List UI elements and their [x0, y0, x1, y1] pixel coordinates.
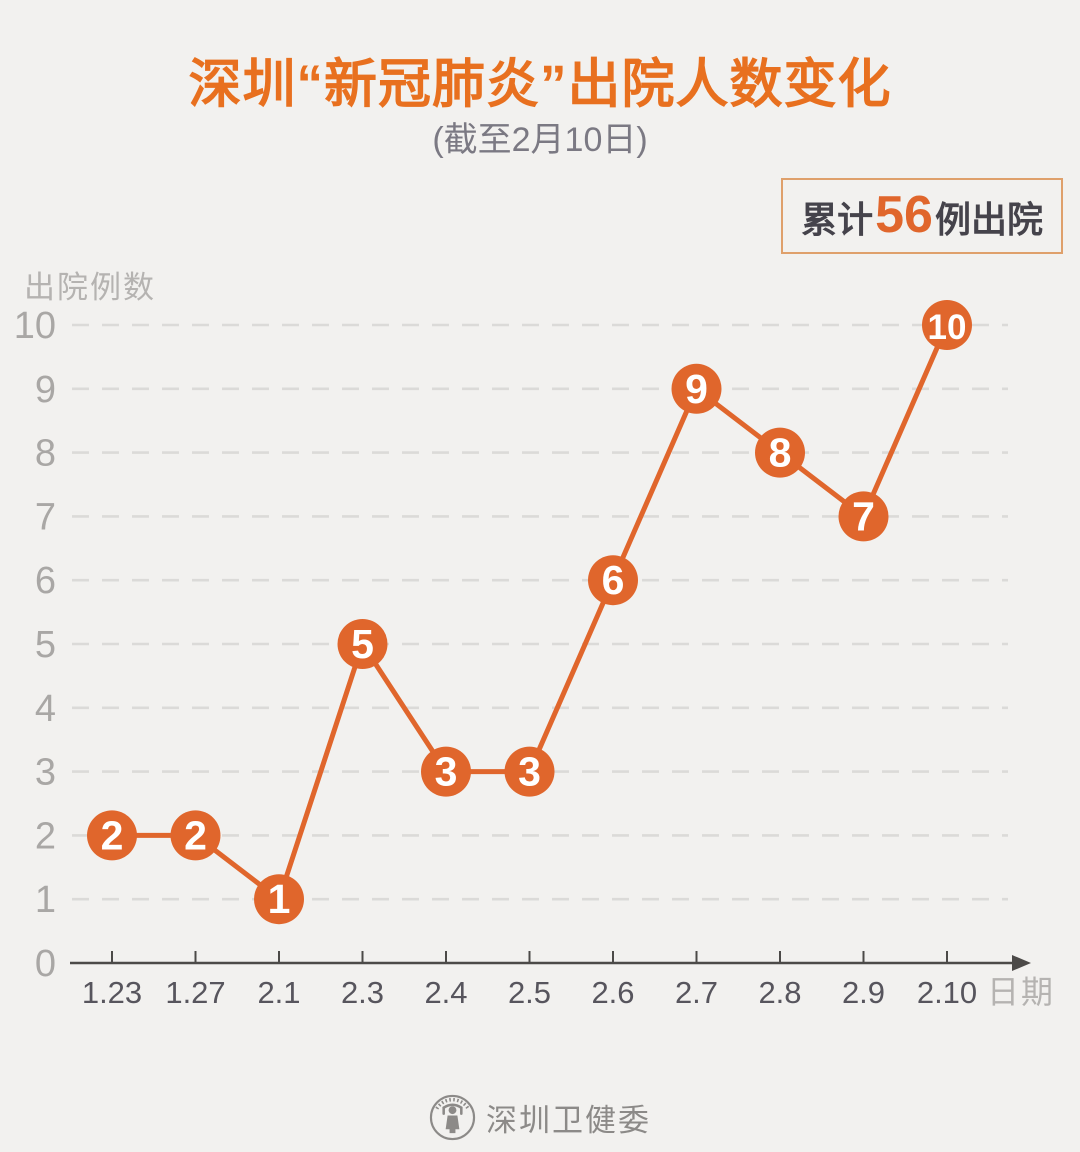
y-tick-label: 10: [14, 305, 56, 347]
data-point-label: 2: [184, 812, 207, 858]
x-tick-label: 2.9: [842, 975, 885, 1010]
y-tick-label: 0: [35, 943, 56, 985]
data-point-label: 5: [351, 621, 374, 667]
y-tick-label: 3: [35, 752, 56, 794]
y-tick-label: 2: [35, 815, 56, 857]
data-point: [254, 874, 304, 925]
badge-prefix: 累计: [801, 199, 874, 240]
x-tick-label: 1.23: [82, 975, 142, 1010]
data-point-label: 10: [928, 308, 967, 347]
x-tick-label: 2.4: [424, 975, 467, 1010]
source-name: 深圳卫健委: [486, 1103, 651, 1138]
x-tick-label: 2.5: [508, 975, 551, 1010]
x-tick-label: 2.10: [917, 975, 977, 1010]
y-tick-label: 8: [35, 433, 56, 475]
data-point: [170, 810, 221, 861]
data-point: [421, 746, 471, 797]
data-point: [922, 300, 972, 350]
data-point-label: 2: [101, 812, 124, 858]
badge-suffix: 例出院: [934, 199, 1043, 240]
data-point: [671, 363, 722, 414]
data-line: [109, 322, 950, 902]
x-tick-label: 2.1: [257, 975, 300, 1010]
x-axis-arrow-icon: [1012, 955, 1031, 971]
data-point: [838, 491, 889, 542]
x-tick-label: 2.8: [758, 975, 801, 1010]
y-tick-label: 5: [35, 624, 56, 666]
data-point-label: 1: [268, 876, 291, 922]
data-point-label: 3: [518, 749, 541, 795]
y-tick-label: 9: [35, 369, 56, 411]
data-point-label: 3: [435, 749, 458, 795]
x-axis-title: 日期: [987, 974, 1055, 1010]
data-point-label: 6: [602, 557, 625, 603]
x-tick-label: 1.27: [165, 975, 225, 1010]
data-point: [87, 810, 137, 861]
source-footer: 深圳卫健委: [0, 1094, 1080, 1141]
data-point: [504, 746, 555, 797]
page-title: 深圳“新冠肺炎”出院人数变化: [188, 55, 892, 114]
cumulative-total-badge: 累计 56 例出院: [781, 178, 1063, 254]
x-tick-label: 2.3: [341, 975, 384, 1010]
data-point: [588, 555, 638, 606]
data-point-label: 7: [852, 493, 875, 539]
data-point-label: 9: [685, 366, 708, 412]
data-point: [337, 619, 388, 669]
health-commission-seal-icon: [429, 1094, 476, 1141]
data-point: [755, 427, 805, 478]
y-tick-label: 4: [35, 688, 56, 730]
discharge-line-chart: 0 1 2 3 4 5 6 7 8 9 10 1.23 1.27 2.1 2.3 2.4 2.5 2.6 2.7 2.…: [14, 300, 1055, 1010]
y-axis-title: 出院例数: [24, 270, 156, 305]
page-subtitle: (截至2月10日): [432, 121, 648, 159]
badge-count: 56: [875, 186, 933, 244]
x-tick-label: 2.7: [675, 975, 718, 1010]
x-tick-label: 2.6: [591, 975, 634, 1010]
data-point-label: 8: [769, 430, 792, 476]
y-tick-label: 7: [35, 496, 56, 538]
y-tick-label: 6: [35, 560, 56, 602]
y-tick-label: 1: [35, 879, 56, 921]
